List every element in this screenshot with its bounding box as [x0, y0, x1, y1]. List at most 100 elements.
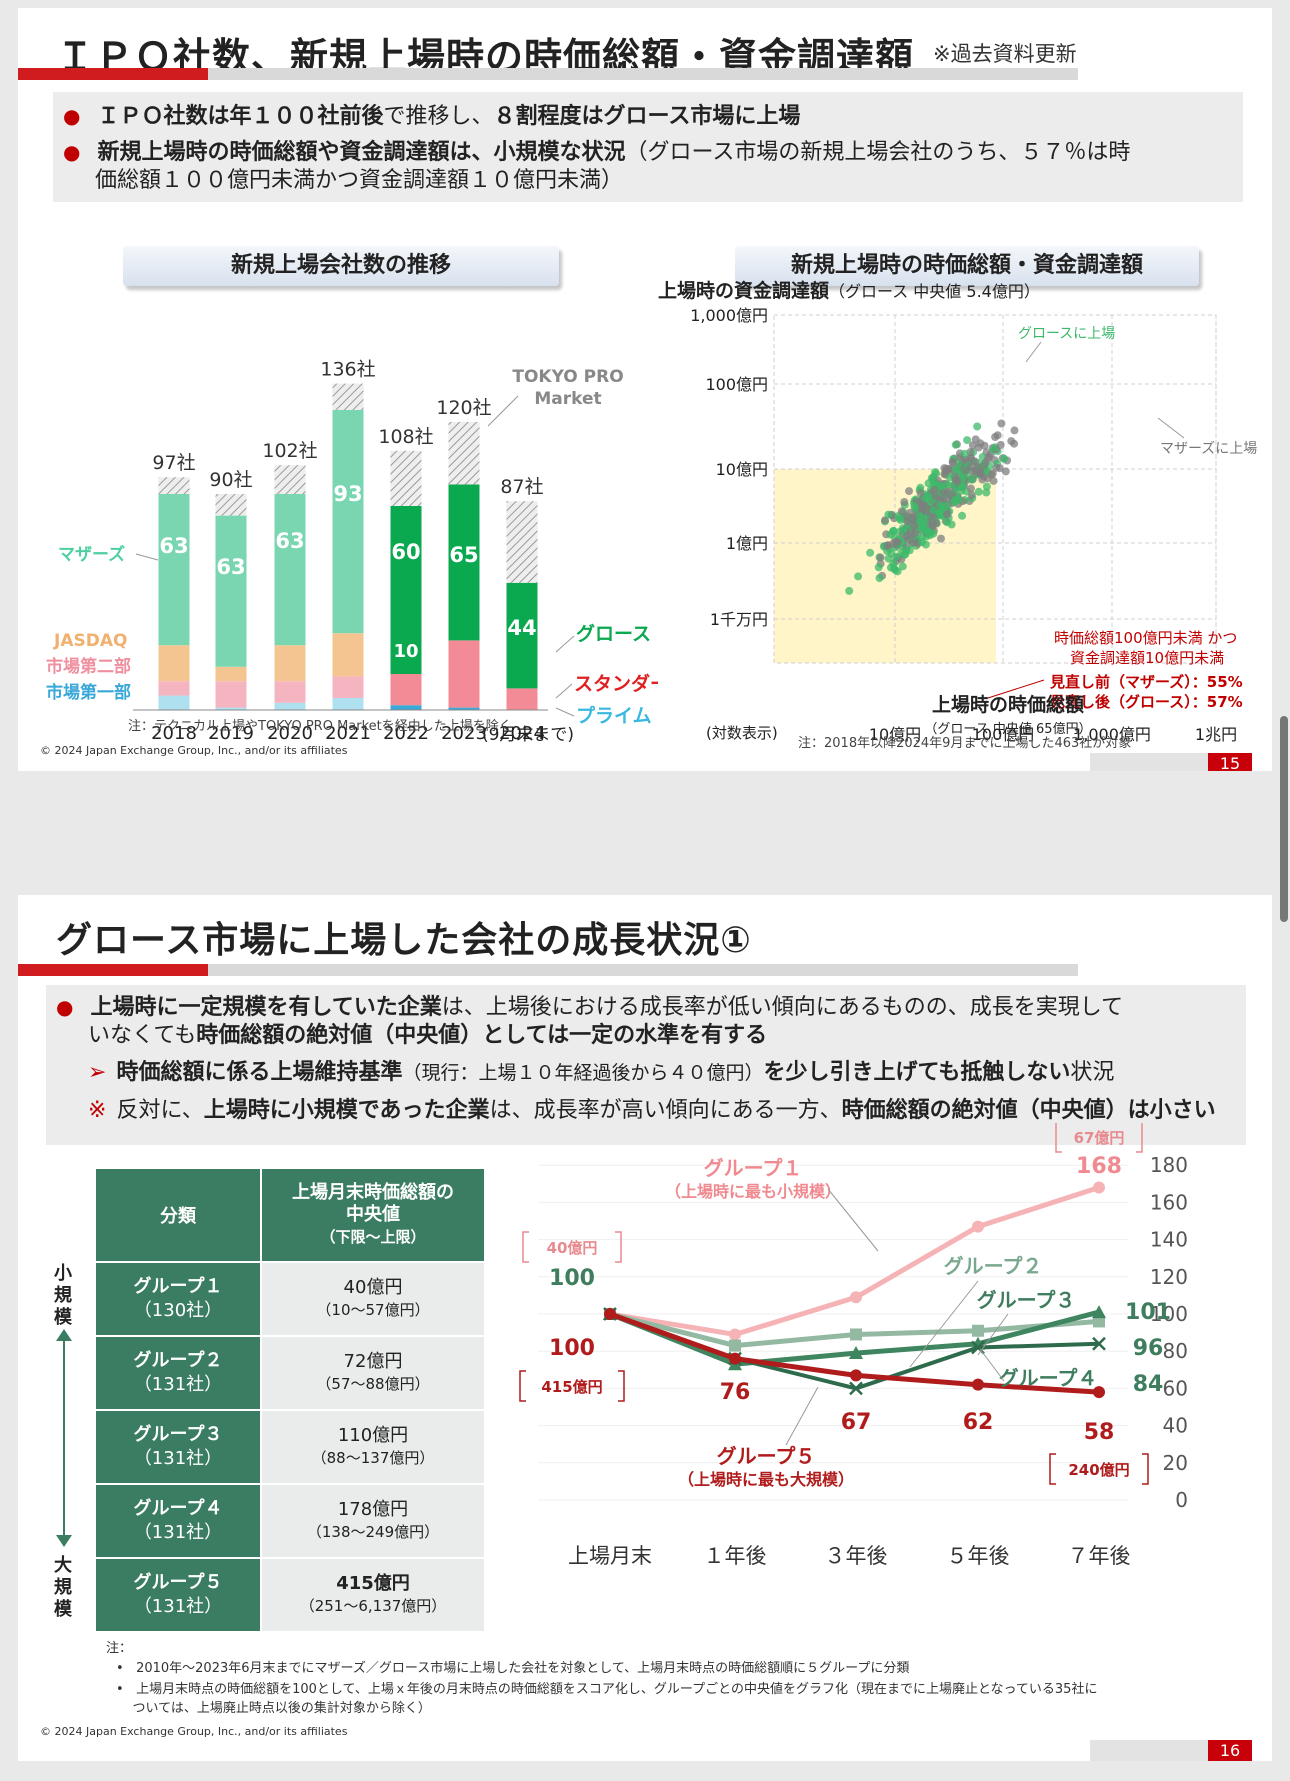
label-62: 62	[963, 1410, 994, 1435]
line-marker	[1092, 1305, 1106, 1319]
bar-segment	[274, 494, 306, 646]
growth-label-leader	[1025, 341, 1042, 363]
scatter-point-mothers	[967, 453, 975, 462]
summary-bullet-2: ➢ 時価総額に係る上場維持基準（現行：上場１０年経過後から４０億円）を少し引き上げ…	[88, 1059, 1114, 1087]
group-cell: グループ３ （131社）	[94, 1409, 262, 1485]
scatter-point-growth	[884, 510, 893, 519]
label-start-top-box-bracket	[522, 1231, 622, 1263]
scatter-point-mothers	[1001, 467, 1010, 476]
scatter-point-mothers	[916, 489, 925, 498]
summary-box: ● ＩＰＯ社数は年１００社前後で推移し、８割程度はグロース市場に上場 ● 新規上…	[53, 92, 1243, 202]
scale-arrow	[63, 1337, 65, 1537]
scatter-y-tick: 100億円	[705, 375, 768, 394]
scatter-x-tick: 10億円	[869, 725, 921, 744]
scatter-point-growth	[947, 520, 956, 529]
scatter-point-growth	[951, 440, 960, 449]
zone-label-2: 資金調達額10億円未満	[1070, 649, 1224, 667]
legend-pro-line2: Market	[534, 389, 601, 409]
scale-arrow-up-icon	[56, 1329, 72, 1341]
group-name: グループ２	[133, 1350, 223, 1371]
notes-head: 注：	[106, 1641, 133, 1656]
line-marker	[972, 1378, 984, 1391]
bar-segment	[158, 494, 190, 646]
bar-segment	[158, 477, 190, 494]
line-y-tick: 100	[1150, 1302, 1188, 1326]
bar-segment	[390, 705, 422, 710]
scatter-point-growth	[951, 465, 960, 474]
scatter-point-growth	[845, 586, 854, 595]
bar-segment	[332, 383, 364, 410]
label-start-bottom: 100	[549, 1336, 595, 1361]
scatter-y-tick: 1千万円	[710, 610, 768, 629]
bar-value-label: 63	[275, 529, 304, 553]
slide-16: グロース市場に上場した会社の成長状況① ● 上場時に一定規模を有していた企業は、…	[18, 895, 1272, 1761]
label-top-value: 168	[1076, 1154, 1122, 1179]
zone-label-1: 時価総額100億円未満 かつ	[1054, 629, 1237, 647]
header-line-3: （下限～上限）	[320, 1228, 426, 1246]
scatter-point-growth	[967, 475, 976, 484]
line-marker	[1092, 1336, 1106, 1351]
legend-standard-leader	[555, 683, 573, 699]
scatter-x-tick: 1,000億円	[1073, 725, 1151, 744]
line-x-label: ３年後	[825, 1544, 888, 1568]
page-scrollbar[interactable]	[1280, 716, 1288, 922]
line-marker	[849, 1381, 863, 1396]
page-number-bar	[1090, 1740, 1225, 1761]
scatter-point-growth	[886, 530, 895, 539]
summary-box: ● 上場時に一定規模を有していた企業は、上場後における成長率が低い傾向にあるもの…	[46, 985, 1246, 1145]
mothers-label-leader	[1157, 417, 1185, 439]
bar-segment	[215, 494, 247, 516]
note-2-text-b: ついては、上場廃止時点以後の集計対象から除く）	[132, 1701, 431, 1716]
line-y-tick: 80	[1163, 1339, 1188, 1363]
scatter-point-mothers	[1010, 439, 1019, 448]
line-marker	[972, 1324, 984, 1337]
note-2-text-a: 上場月末時点の時価総額を100として、上場ｘ年後の月末時点の時価総額をスコア化し…	[136, 1682, 1098, 1697]
arrow-bullet-icon: ➢	[88, 1060, 107, 1085]
zone-after: 見直し後（グロース）：57%	[1049, 693, 1243, 711]
scatter-point-growth	[942, 501, 951, 510]
line-y-tick: 120	[1150, 1265, 1188, 1289]
bar-segment	[274, 645, 306, 682]
median-cell: 178億円 （138～249億円）	[260, 1483, 486, 1559]
right-chart-header: 新規上場時の時価総額・資金調達額	[735, 246, 1199, 286]
bar-segment	[332, 410, 364, 634]
b1-text-c: いなくても	[88, 1023, 197, 1048]
market-cap-scatter-chart: 上場時の資金調達額（グロース 中央値 5.4億円） 1,000億円 100億円 10…	[658, 279, 1257, 744]
bar-x-label: 2020	[267, 723, 313, 744]
scatter-point-growth	[891, 566, 900, 574]
label-group5-sub: （上場時に最も大規模）	[678, 1470, 854, 1489]
scale-bottom-label: 大規模	[54, 1555, 72, 1620]
scatter-point-mothers	[876, 553, 885, 562]
scatter-point-growth	[866, 548, 875, 557]
bullet1-text: で推移し、	[383, 104, 494, 129]
label-67: 67	[841, 1410, 872, 1435]
bullet2-bold: 新規上場時の時価総額や資金調達額は、小規模な状況	[97, 140, 626, 165]
group1-leader	[827, 1188, 879, 1252]
scatter-point-mothers	[989, 476, 998, 485]
label-end-bottom-box-bracket	[1049, 1453, 1149, 1485]
label-end-bottom-box: 240億円	[1068, 1461, 1129, 1479]
group-cell: グループ５ （131社）	[94, 1557, 262, 1633]
scatter-point-mothers	[928, 521, 937, 530]
label-group5: グループ５	[717, 1444, 816, 1468]
bar-value-label: 63	[159, 534, 188, 558]
page-number: 16	[1208, 1740, 1252, 1761]
bar-value-label: 44	[507, 616, 536, 640]
summary-bullet-1: ● 上場時に一定規模を有していた企業は、上場後における成長率が低い傾向にあるもの…	[56, 993, 1241, 1050]
bar-total-label: 120社	[436, 397, 491, 419]
scatter-point-growth	[924, 528, 933, 537]
bar-segment	[390, 450, 422, 506]
line-marker	[972, 1220, 984, 1233]
page-number-bar	[1090, 753, 1225, 771]
note-1: • 2010年～2023年6月末までにマザーズ／グロース市場に上場した会社を対象…	[116, 1661, 910, 1676]
label-58: 58	[1084, 1420, 1115, 1445]
bar-segment	[506, 688, 538, 710]
scatter-point-growth	[875, 574, 884, 583]
line-marker	[850, 1369, 862, 1382]
group3-leader	[977, 1313, 1009, 1356]
scatter-point-growth	[1000, 454, 1009, 463]
scatter-point-growth	[916, 517, 925, 526]
b1-text-b: は、上場後における成長率が低い傾向にあるものの、成長を実現して	[441, 995, 1124, 1020]
note-1-text: 2010年～2023年6月末までにマザーズ／グロース市場に上場した会社を対象とし…	[136, 1661, 910, 1676]
bullet1-bold-c: ８割程度はグロース市場に上場	[493, 104, 801, 129]
